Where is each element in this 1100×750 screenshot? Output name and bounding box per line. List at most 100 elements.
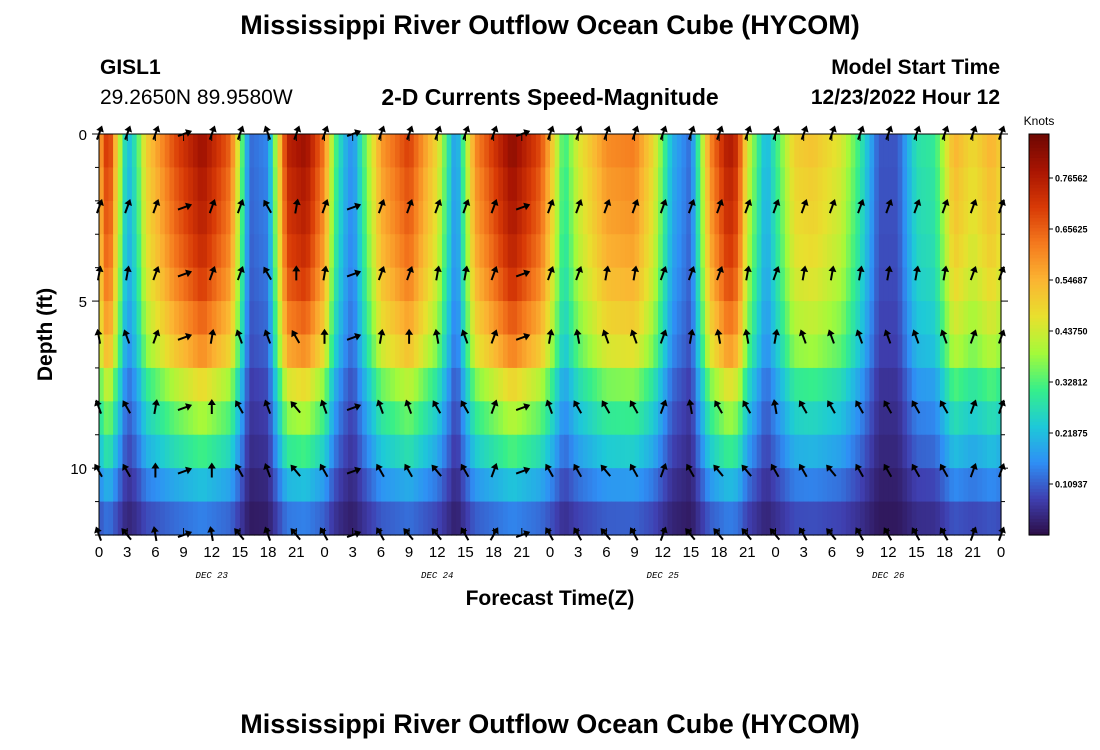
heatmap-cell: [737, 401, 744, 436]
heatmap-cell: [836, 301, 842, 336]
heatmap-cell: [183, 134, 189, 169]
heatmap-cell: [296, 134, 302, 169]
heatmap-cell: [99, 367, 105, 402]
current-arrow-head: [601, 329, 610, 337]
heatmap-cell: [465, 301, 471, 336]
heatmap-cell: [982, 401, 988, 436]
heatmap-cell: [573, 434, 579, 469]
heatmap-cell: [103, 200, 109, 235]
heatmap-cell: [798, 501, 805, 536]
heatmap-cell: [484, 234, 490, 269]
heatmap-cell: [582, 468, 589, 503]
colorbar-swatch: [1029, 147, 1049, 152]
heatmap-cell: [503, 468, 509, 503]
heatmap-cell: [958, 301, 965, 336]
heatmap-cell: [972, 167, 979, 202]
heatmap-cell: [277, 434, 283, 469]
heatmap-cell: [174, 301, 180, 336]
heatmap-cell: [535, 401, 542, 436]
heatmap-cell: [498, 334, 504, 369]
current-arrow: [969, 199, 978, 214]
heatmap-cell: [963, 367, 969, 402]
heatmap-cell: [954, 501, 960, 536]
heatmap-cell: [742, 501, 748, 536]
current-arrow: [883, 400, 893, 414]
heatmap-cell: [982, 367, 988, 402]
colorbar-swatch: [1029, 468, 1049, 473]
heatmap-cell: [986, 468, 993, 503]
x-tick-label: 6: [602, 544, 610, 561]
heatmap-cell: [413, 401, 420, 436]
heatmap-cell: [582, 200, 589, 235]
heatmap-cell: [122, 134, 128, 169]
heatmap-cell: [643, 134, 650, 169]
heatmap-cell: [737, 200, 744, 235]
heatmap-cell: [780, 334, 786, 369]
heatmap-cell: [136, 134, 142, 169]
heatmap-cell: [178, 301, 185, 336]
heatmap-cell: [423, 134, 429, 169]
heatmap-cell: [587, 401, 593, 436]
heatmap-cell: [108, 334, 114, 369]
heatmap-cell: [268, 267, 274, 302]
heatmap-cell: [855, 134, 861, 169]
heatmap-cell: [860, 200, 866, 235]
heatmap-cell: [470, 167, 476, 202]
current-arrow: [123, 265, 132, 281]
heatmap-cell: [380, 434, 387, 469]
heatmap-cell: [916, 167, 922, 202]
current-arrow: [659, 199, 668, 214]
heatmap-cell: [686, 501, 692, 536]
heatmap-cell: [639, 434, 645, 469]
heatmap-cell: [897, 334, 903, 369]
heatmap-cell: [794, 301, 800, 336]
heatmap-cell: [878, 301, 885, 336]
heatmap-cell: [329, 367, 335, 402]
heatmap-cell: [719, 301, 725, 336]
heatmap-cell: [629, 234, 636, 269]
heatmap-cell: [103, 134, 109, 169]
heatmap-cell: [498, 301, 504, 336]
current-arrow-head: [660, 526, 668, 534]
heatmap-cell: [700, 200, 706, 235]
colorbar-swatch: [1029, 324, 1049, 329]
current-arrow-head: [185, 202, 193, 211]
current-arrow: [515, 333, 531, 341]
heatmap-cell: [977, 434, 983, 469]
heatmap-cell: [902, 468, 908, 503]
heatmap-cell: [968, 234, 974, 269]
heatmap-cell: [986, 334, 993, 369]
current-arrow-head: [354, 129, 362, 137]
heatmap-cell: [925, 134, 932, 169]
heatmap-cell: [427, 267, 434, 302]
x-tick-label: 21: [288, 544, 305, 561]
heatmap-cell: [958, 468, 965, 503]
heatmap-cell: [733, 367, 739, 402]
x-tick-label: 15: [232, 544, 249, 561]
heatmap-cell: [972, 468, 979, 503]
colorbar-swatch: [1029, 381, 1049, 386]
heatmap-cell: [333, 167, 340, 202]
heatmap-cell: [333, 334, 340, 369]
x-tick-label: 12: [654, 544, 671, 561]
heatmap-cell: [582, 367, 589, 402]
heatmap-cell: [192, 267, 199, 302]
heatmap-cell: [742, 301, 748, 336]
heatmap-cell: [207, 200, 213, 235]
heatmap-cell: [272, 334, 279, 369]
heatmap-cell: [681, 301, 687, 336]
heatmap-cell: [216, 334, 222, 369]
heatmap-cell: [174, 468, 180, 503]
heatmap-cell: [164, 501, 171, 536]
heatmap-cell: [831, 367, 838, 402]
current-arrow-head: [434, 125, 443, 133]
heatmap-cell: [639, 267, 645, 302]
heatmap-cell: [155, 200, 161, 235]
current-arrow-head: [523, 466, 531, 475]
heatmap-cell: [690, 334, 697, 369]
heatmap-cell: [286, 334, 293, 369]
heatmap-cell: [813, 200, 819, 235]
heatmap-cell: [517, 401, 523, 436]
heatmap-cell: [864, 134, 871, 169]
heatmap-cell: [347, 167, 354, 202]
